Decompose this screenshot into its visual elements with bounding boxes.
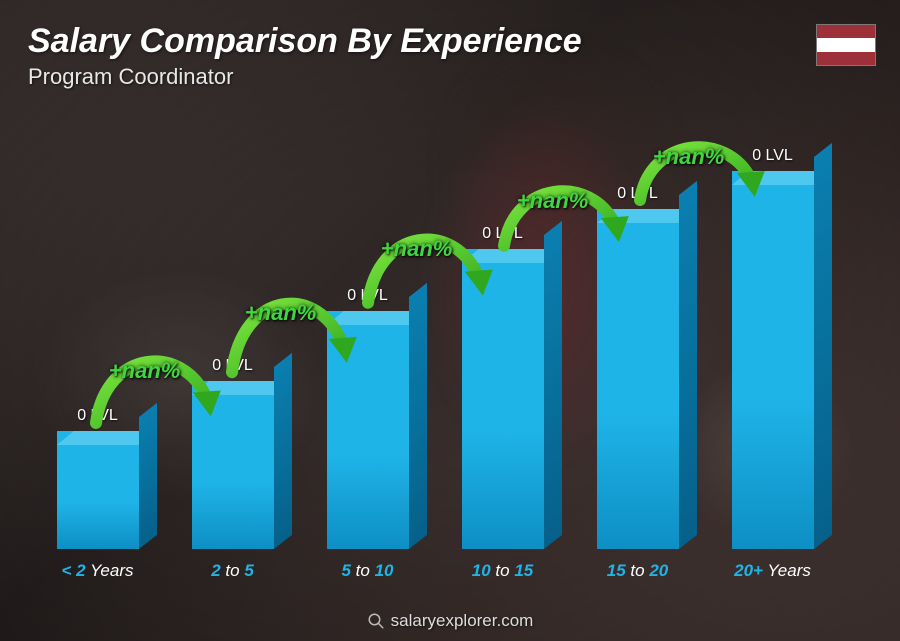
- bar-value-label: 0 LVL: [482, 225, 523, 243]
- x-axis-label: 5 to 10: [308, 561, 428, 581]
- x-axis-label: 2 to 5: [173, 561, 293, 581]
- bar: [462, 249, 544, 549]
- bar-value-label: 0 LVL: [752, 147, 793, 165]
- bar-value-label: 0 LVL: [617, 185, 658, 203]
- bar-value-label: 0 LVL: [77, 407, 118, 425]
- search-icon: [367, 612, 385, 630]
- bar-group: 0 LVL: [38, 407, 158, 549]
- footer-text: salaryexplorer.com: [391, 611, 534, 631]
- flag-stripe-mid: [817, 38, 875, 51]
- bar-side: [544, 235, 562, 549]
- bar-side: [139, 417, 157, 549]
- flag-stripe-bot: [817, 52, 875, 65]
- x-axis-label: 10 to 15: [443, 561, 563, 581]
- bar-front: [57, 431, 139, 549]
- x-axis-label: 15 to 20: [578, 561, 698, 581]
- bar-group: 0 LVL: [173, 357, 293, 549]
- bar-group: 0 LVL: [713, 147, 833, 549]
- bars-container: 0 LVL 0 LVL 0 LVL 0 LVL 0 LVL 0 LVL: [30, 110, 840, 549]
- bar-front: [327, 311, 409, 549]
- flag-stripe-top: [817, 25, 875, 38]
- x-axis: < 2 Years 2 to 5 5 to 10 10 to 15 15 to 20 20…: [30, 561, 840, 581]
- bar-front: [462, 249, 544, 549]
- bar-value-label: 0 LVL: [212, 357, 253, 375]
- footer: salaryexplorer.com: [0, 611, 900, 631]
- bar-front: [192, 381, 274, 549]
- bar: [57, 431, 139, 549]
- bar-side: [409, 297, 427, 549]
- bar: [327, 311, 409, 549]
- bar: [192, 381, 274, 549]
- country-flag: [816, 24, 876, 66]
- bar: [732, 171, 814, 549]
- bar-group: 0 LVL: [443, 225, 563, 549]
- bar-front: [732, 171, 814, 549]
- x-axis-label: < 2 Years: [38, 561, 158, 581]
- bar-group: 0 LVL: [578, 185, 698, 549]
- bar-value-label: 0 LVL: [347, 287, 388, 305]
- chart-subtitle: Program Coordinator: [28, 64, 233, 90]
- bar-side: [814, 157, 832, 549]
- bar-side: [274, 367, 292, 549]
- content-root: Salary Comparison By Experience Program …: [0, 0, 900, 641]
- bar-front: [597, 209, 679, 549]
- bar-chart: 0 LVL0 LVL0 LVL0 LVL0 LVL0 LVL +nan%+nan…: [30, 110, 840, 581]
- chart-title: Salary Comparison By Experience: [28, 22, 582, 61]
- x-axis-label: 20+ Years: [713, 561, 833, 581]
- bar-group: 0 LVL: [308, 287, 428, 549]
- bar-side: [679, 195, 697, 549]
- bar: [597, 209, 679, 549]
